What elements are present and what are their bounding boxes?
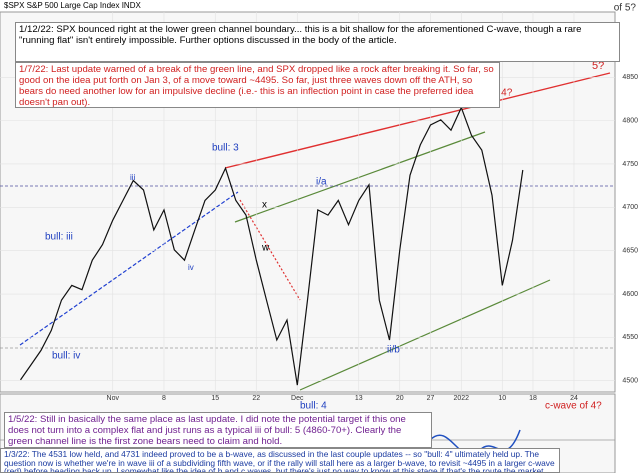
- wave-label: iv: [188, 263, 194, 272]
- wave-label: bull: iv: [52, 351, 80, 362]
- red-dotted-line: [239, 199, 301, 301]
- wave-label: x: [262, 200, 267, 211]
- wave-label: bull: iii: [45, 232, 73, 243]
- x-tick-label: 27: [427, 395, 435, 402]
- x-tick-label: 13: [355, 395, 363, 402]
- green-channel-lower: [299, 279, 551, 391]
- y-tick-label: 4800: [622, 117, 638, 124]
- x-tick-label: 20: [396, 395, 404, 402]
- green-channel-upper: [234, 131, 486, 223]
- note-box: 1/3/22: The 4531 low held, and 4731 inde…: [0, 448, 560, 473]
- x-tick-label: 15: [211, 395, 219, 402]
- y-tick-label: 4850: [622, 74, 638, 81]
- wave-label: iii: [130, 173, 136, 182]
- y-tick-label: 4600: [622, 291, 638, 298]
- corner-note: of 5?: [614, 3, 637, 14]
- y-tick-label: 4700: [622, 204, 638, 211]
- x-tick-label: 8: [162, 395, 166, 402]
- price-line: [20, 106, 524, 386]
- y-tick-label: 4750: [622, 161, 638, 168]
- wave-label: c-wave of 4?: [545, 401, 602, 412]
- x-tick-label: 24: [570, 395, 578, 402]
- y-tick-label: 4550: [622, 334, 638, 341]
- wave-label: w: [261, 243, 270, 254]
- blue-trend-line: [19, 191, 239, 346]
- x-tick-label: 2022: [453, 395, 469, 402]
- wave-label: bull: 3: [212, 143, 239, 154]
- chart-title: $SPX S&P 500 Large Cap Index INDX: [4, 1, 141, 10]
- x-tick-label: 10: [498, 395, 506, 402]
- note-box: 1/7/22: Last update warned of a break of…: [15, 62, 500, 108]
- note-box: 1/12/22: SPX bounced right at the lower …: [15, 22, 620, 62]
- y-tick-label: 4500: [622, 378, 638, 385]
- y-tick-label: 4650: [622, 248, 638, 255]
- x-tick-label: 22: [252, 395, 260, 402]
- wave-label: ii/b: [387, 345, 400, 356]
- wave-label: 5?: [592, 60, 604, 72]
- x-tick-label: Dec: [291, 395, 304, 402]
- wave-label: bull: 4: [300, 401, 327, 412]
- x-tick-label: 18: [529, 395, 537, 402]
- note-box: 1/5/22: Still in basically the same plac…: [4, 412, 432, 448]
- wave-label: i/a: [316, 177, 327, 188]
- x-tick-label: Nov: [107, 395, 120, 402]
